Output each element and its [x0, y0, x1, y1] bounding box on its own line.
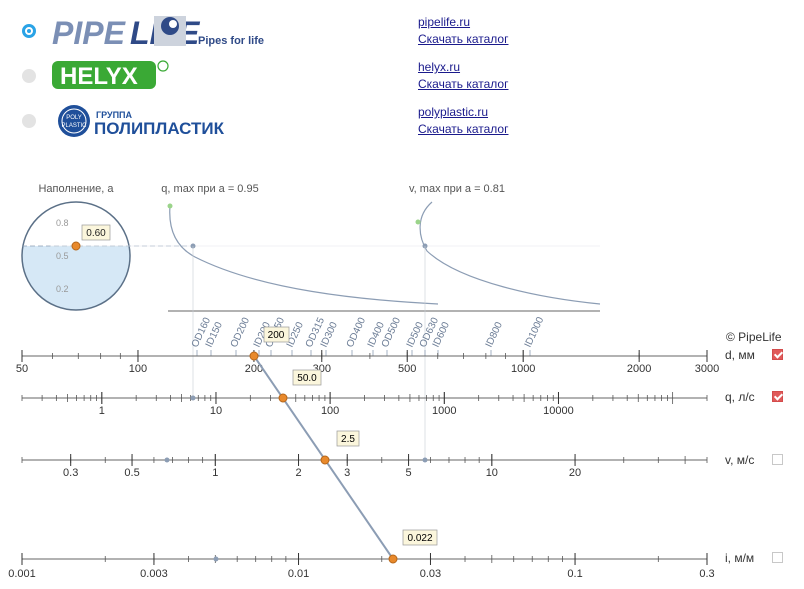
v-marker[interactable]: 2.5	[320, 430, 360, 465]
fill-value: 0.60	[86, 228, 106, 239]
d-tick-label: 3000	[695, 363, 719, 375]
fill-value-box	[81, 224, 111, 241]
d-marker[interactable]: 200	[249, 326, 290, 361]
axis-indicator-dot	[213, 556, 219, 562]
d-tick-label: 100	[129, 363, 147, 375]
svg-text:Pipes for life: Pipes for life	[198, 35, 264, 47]
i-tick-label: 0.03	[420, 568, 441, 580]
pipelife-links: pipelife.ru Скачать каталог	[418, 14, 508, 48]
q-curve-title: q, max при a = 0.95	[161, 183, 258, 195]
i-tick-label: 0.01	[288, 568, 309, 580]
i-tick-label: 0.001	[8, 568, 36, 580]
v-curve-max-point	[415, 219, 421, 225]
q-tick-label: 100	[321, 405, 339, 417]
helyx-links: helyx.ru Скачать каталог	[418, 59, 508, 93]
pipelife-catalog-link[interactable]: Скачать каталог	[418, 32, 509, 46]
v-curve	[419, 201, 601, 305]
q-scale-checkbox[interactable]	[772, 391, 783, 402]
q-tick-label: 10000	[543, 405, 574, 417]
brand-radio-pipelife[interactable]	[22, 24, 36, 38]
brand-row-helyx: HELYX helyx.ru Скачать каталог	[0, 59, 804, 95]
polyplastic-logo: POLY PLASTIC ГРУППА ПОЛИПЛАСТИК	[50, 104, 260, 145]
q-curve-max-point	[167, 203, 173, 209]
d-tick-label: 50	[16, 363, 28, 375]
svg-text:HELYX: HELYX	[60, 63, 138, 90]
d-scale-label: d, мм	[725, 348, 755, 362]
polyplastic-site-link[interactable]: polyplastic.ru	[418, 105, 489, 119]
pipe-size-label: ID1000	[523, 315, 547, 349]
v-tick-label: 10	[486, 467, 498, 479]
i-scale-checkbox[interactable]	[772, 552, 783, 563]
i-tick-label: 0.3	[699, 568, 714, 580]
axis-indicator-dot	[422, 457, 428, 463]
v-scale: 0.3 0.5 1 2 3 5 10 20	[21, 454, 708, 479]
axis-indicator-dot	[164, 457, 170, 463]
svg-text:ГРУППА: ГРУППА	[96, 110, 133, 120]
brand-row-polyplastic: POLY PLASTIC ГРУППА ПОЛИПЛАСТИК polyplas…	[0, 104, 804, 140]
v-tick-label: 20	[569, 467, 581, 479]
v-value: 2.5	[341, 434, 355, 445]
svg-text:ПОЛИПЛАСТИК: ПОЛИПЛАСТИК	[94, 119, 225, 138]
i-scale: 0.001 0.003 0.01 0.03 0.1 0.3	[8, 553, 715, 580]
svg-text:PIPE: PIPE	[52, 15, 127, 50]
d-tick-label: 200	[245, 363, 263, 375]
pipe-size-label: ID800	[484, 320, 505, 349]
v-tick-label: 0.5	[124, 467, 139, 479]
svg-text:POLY: POLY	[66, 115, 82, 121]
d-value: 200	[268, 330, 285, 341]
v-tick-label: 5	[406, 467, 412, 479]
i-marker[interactable]: 0.022	[388, 529, 438, 564]
v-scale-checkbox[interactable]	[772, 454, 783, 465]
brand-radio-polyplastic[interactable]	[22, 114, 36, 128]
v-tick-label: 2	[295, 467, 301, 479]
q-tick-label: 1000	[432, 405, 456, 417]
helyx-logo: HELYX	[50, 59, 180, 98]
brand-row-pipelife: PIPE LIFE Pipes for life pipelife.ru Ска…	[0, 14, 804, 51]
brand-radio-helyx[interactable]	[22, 69, 36, 83]
i-tick-label: 0.1	[567, 568, 582, 580]
pipe-size-label: OD400	[345, 316, 369, 350]
q-tick-label: 1	[99, 405, 105, 417]
fill-handle[interactable]	[71, 241, 81, 251]
d-scale-checkbox[interactable]	[772, 349, 783, 360]
fill-level	[22, 246, 130, 310]
pipelife-site-link[interactable]: pipelife.ru	[418, 15, 471, 29]
d-tick-label: 1000	[511, 363, 535, 375]
v-scale-label: v, м/с	[725, 453, 755, 467]
q-curve	[169, 205, 439, 305]
q-scale-label: q, л/с	[725, 390, 755, 404]
q-scale: 1 10 100 1000 10000	[21, 392, 708, 417]
pipe-size-labels: OD160ID150OD200ID200OD250ID250OD315ID300…	[190, 315, 547, 356]
pipe-size-label: OD200	[229, 316, 253, 350]
svg-text:PLASTIC: PLASTIC	[61, 123, 87, 129]
i-scale-label: i, м/м	[725, 551, 755, 565]
pipelife-logo: PIPE LIFE Pipes for life	[50, 14, 270, 55]
polyplastic-links: polyplastic.ru Скачать каталог	[418, 104, 508, 138]
fill-tick-02: 0.2	[56, 284, 69, 294]
helyx-site-link[interactable]: helyx.ru	[418, 60, 461, 74]
v-curve-title: v, max при a = 0.81	[409, 183, 505, 195]
helyx-catalog-link[interactable]: Скачать каталог	[418, 77, 509, 91]
v-tick-label: 0.3	[63, 467, 78, 479]
i-tick-label: 0.003	[140, 568, 168, 580]
fill-tick-05: 0.5	[56, 251, 69, 261]
polyplastic-catalog-link[interactable]: Скачать каталог	[418, 122, 509, 136]
d-scale: 50 100 200 300 500 1000 2000 3000	[16, 350, 719, 375]
q-marker[interactable]: 50.0	[278, 369, 322, 403]
copyright: © PipeLife	[726, 330, 782, 344]
v-tick-label: 3	[344, 467, 350, 479]
v-tick-label: 1	[212, 467, 218, 479]
pipe-circle	[21, 201, 131, 311]
d-tick-label: 2000	[627, 363, 651, 375]
d-tick-label: 500	[398, 363, 416, 375]
q-tick-label: 10	[210, 405, 222, 417]
i-value: 0.022	[407, 533, 432, 544]
fill-title: Наполнение, a	[38, 183, 114, 195]
axis-indicator-dot	[190, 395, 196, 401]
q-value: 50.0	[297, 373, 317, 384]
fill-tick-08: 0.8	[56, 218, 69, 228]
